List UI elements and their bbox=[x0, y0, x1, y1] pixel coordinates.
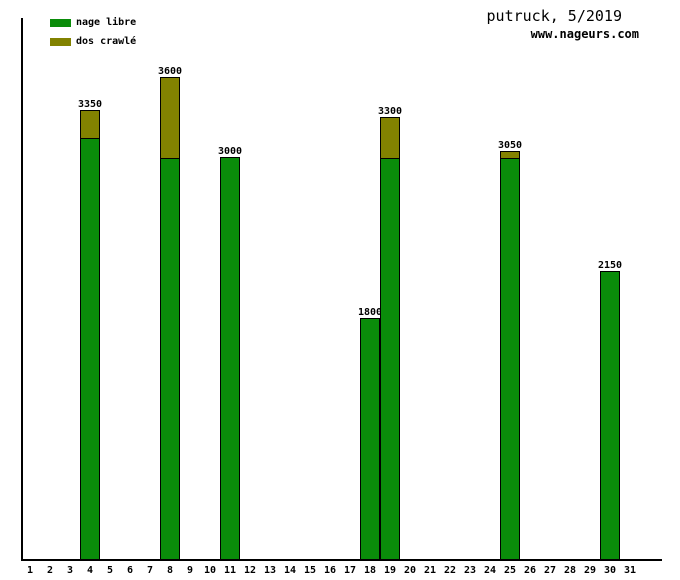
bar-total-label-day-4: 3350 bbox=[77, 99, 103, 111]
x-axis-day-label-15: 15 bbox=[303, 565, 317, 576]
x-axis-day-label-23: 23 bbox=[463, 565, 477, 576]
bar-day-30 bbox=[600, 270, 620, 560]
bar-total-label-day-19: 3300 bbox=[377, 106, 403, 118]
legend-swatch-nage-libre bbox=[50, 19, 71, 27]
x-axis-day-label-27: 27 bbox=[543, 565, 557, 576]
x-axis-day-label-19: 19 bbox=[383, 565, 397, 576]
x-axis-day-label-2: 2 bbox=[46, 565, 54, 576]
bar-day-8 bbox=[160, 77, 180, 560]
x-axis-day-label-13: 13 bbox=[263, 565, 277, 576]
x-axis-day-label-20: 20 bbox=[403, 565, 417, 576]
bar-segment-dos-crawle-day-25 bbox=[501, 151, 519, 160]
x-axis-day-label-4: 4 bbox=[86, 565, 94, 576]
x-axis-day-label-25: 25 bbox=[503, 565, 517, 576]
x-axis-day-label-21: 21 bbox=[423, 565, 437, 576]
x-axis-day-label-8: 8 bbox=[166, 565, 174, 576]
legend-label-dos-crawle: dos crawlé bbox=[76, 36, 137, 47]
bar-day-18 bbox=[360, 317, 380, 560]
bar-segment-dos-crawle-day-4 bbox=[81, 111, 99, 140]
x-axis-day-label-18: 18 bbox=[363, 565, 377, 576]
bar-segment-dos-crawle-day-8 bbox=[161, 78, 179, 160]
legend-swatch-dos-crawle bbox=[50, 38, 71, 46]
x-axis-day-label-10: 10 bbox=[203, 565, 217, 576]
website-watermark: www.nageurs.com bbox=[530, 27, 639, 41]
x-axis-line bbox=[21, 559, 662, 561]
bar-total-label-day-30: 2150 bbox=[597, 259, 623, 271]
bar-total-label-day-25: 3050 bbox=[497, 139, 523, 151]
chart-title: putruck, 5/2019 bbox=[486, 7, 622, 25]
bar-total-label-day-11: 3000 bbox=[217, 146, 243, 158]
bar-day-11 bbox=[220, 157, 240, 560]
x-axis-day-label-30: 30 bbox=[603, 565, 617, 576]
x-axis-day-label-1: 1 bbox=[26, 565, 34, 576]
x-axis-day-label-17: 17 bbox=[343, 565, 357, 576]
x-axis-day-label-5: 5 bbox=[106, 565, 114, 576]
x-axis-day-label-9: 9 bbox=[186, 565, 194, 576]
x-axis-day-label-28: 28 bbox=[563, 565, 577, 576]
x-axis-day-label-3: 3 bbox=[66, 565, 74, 576]
x-axis-day-label-14: 14 bbox=[283, 565, 297, 576]
legend-label-nage-libre: nage libre bbox=[76, 17, 137, 28]
x-axis-day-label-26: 26 bbox=[523, 565, 537, 576]
bar-total-label-day-8: 3600 bbox=[157, 66, 183, 77]
x-axis-day-label-22: 22 bbox=[443, 565, 457, 576]
bar-day-25 bbox=[500, 150, 520, 560]
legend-item-dos-crawle: dos crawlé bbox=[50, 37, 136, 47]
legend: nage libre dos crawlé bbox=[50, 18, 136, 56]
bar-day-19 bbox=[380, 117, 400, 560]
x-axis-day-label-29: 29 bbox=[583, 565, 597, 576]
x-axis-day-label-31: 31 bbox=[623, 565, 637, 576]
x-axis-day-label-12: 12 bbox=[243, 565, 257, 576]
x-axis-day-label-6: 6 bbox=[126, 565, 134, 576]
x-axis-day-label-16: 16 bbox=[323, 565, 337, 576]
x-axis-day-label-11: 11 bbox=[223, 565, 237, 576]
bar-segment-dos-crawle-day-19 bbox=[381, 118, 399, 160]
x-axis-day-label-7: 7 bbox=[146, 565, 154, 576]
x-axis-day-label-24: 24 bbox=[483, 565, 497, 576]
y-axis-line bbox=[21, 18, 23, 560]
bar-day-4 bbox=[80, 110, 100, 560]
legend-item-nage-libre: nage libre bbox=[50, 18, 136, 28]
bar-total-label-day-18: 1800 bbox=[357, 306, 383, 318]
